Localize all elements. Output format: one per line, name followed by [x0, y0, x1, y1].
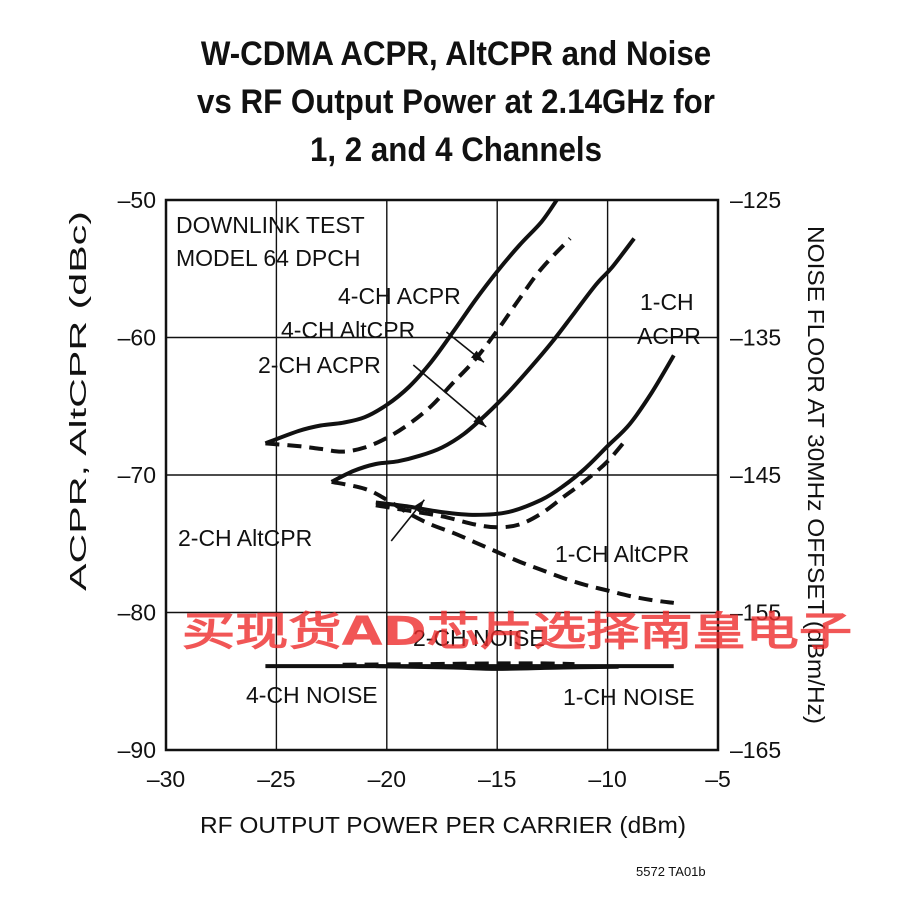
series-2-ch-altcpr — [331, 479, 675, 605]
chart-title-line-3: 1, 2 and 4 Channels — [309, 131, 603, 169]
y-tick-label: –50 — [118, 187, 156, 213]
chart-title: W-CDMA ACPR, AltCPR and Noise vs RF Outp… — [0, 30, 912, 174]
x-tick-label: –10 — [588, 766, 626, 792]
series-1-ch-noise — [375, 664, 619, 671]
label-1ch-acpr-2: ACPR — [637, 323, 701, 349]
plot-frame — [164, 198, 720, 752]
series-1-ch-altcpr — [375, 436, 630, 530]
y2-tick-label: –125 — [730, 187, 781, 213]
annotation-test-model-2: MODEL 64 DPCH — [176, 245, 360, 271]
y2-tick-label: –145 — [730, 462, 781, 488]
label-1ch-acpr-1: 1-CH — [640, 289, 694, 315]
arrow-4ch-altcpr — [445, 331, 485, 363]
chart-title-line-2: vs RF Output Power at 2.14GHz for — [197, 83, 715, 121]
label-2ch-altcpr: 2-CH AltCPR — [178, 525, 312, 551]
figure-id: 5572 TA01b — [636, 864, 706, 879]
y2-axis-label: NOISE FLOOR AT 30MHz OFFSET (dBm/Hz) — [803, 226, 829, 724]
x-tick-label: –25 — [257, 766, 295, 792]
arrow-layer — [390, 331, 487, 542]
series-layer — [264, 198, 676, 671]
series-2-ch-noise — [342, 661, 575, 667]
y-axis-label: ACPR, AltCPR (dBc) — [65, 211, 91, 591]
series-2-ch-acpr — [330, 237, 636, 484]
x-tick-label: –15 — [478, 766, 516, 792]
label-4ch-noise: 4-CH NOISE — [246, 682, 378, 708]
tick-labels: –30 –25 –20 –15 –10 –5 –90 –80 –70 –60 –50 –165 –155… — [118, 187, 782, 792]
y2-tick-label: –165 — [730, 737, 781, 763]
label-1ch-noise: 1-CH NOISE — [563, 684, 695, 710]
label-2ch-acpr: 2-CH ACPR — [258, 352, 381, 378]
label-4ch-acpr: 4-CH ACPR — [338, 283, 461, 309]
arrow-2ch-altcpr — [390, 499, 425, 542]
x-tick-label: –30 — [147, 766, 185, 792]
annotation-test-model-1: DOWNLINK TEST — [176, 212, 365, 238]
arrow-2ch-acpr — [412, 364, 487, 428]
grid — [166, 200, 718, 750]
y2-tick-label: –135 — [730, 325, 781, 351]
y-tick-label: –60 — [118, 325, 156, 351]
y-tick-label: –80 — [118, 600, 156, 626]
x-tick-label: –20 — [368, 766, 406, 792]
y-tick-label: –90 — [118, 737, 156, 763]
chart-title-line-1: W-CDMA ACPR, AltCPR and Noise — [200, 35, 712, 73]
series-4-ch-altcpr — [265, 237, 572, 454]
label-4ch-altcpr: 4-CH AltCPR — [281, 317, 415, 343]
series-4-ch-acpr — [264, 198, 559, 446]
watermark-text: 买现货AD芯片选择南皇电子 — [182, 609, 852, 655]
y2-tick-label: –155 — [730, 600, 781, 626]
x-axis-label: RF OUTPUT POWER PER CARRIER (dBm) — [200, 812, 686, 838]
x-tick-label: –5 — [705, 766, 731, 792]
label-2ch-noise: 2-CH NOISE — [413, 625, 545, 651]
series-1-ch-acpr — [375, 354, 676, 517]
y-tick-label: –70 — [118, 462, 156, 488]
label-1ch-altcpr: 1-CH AltCPR — [555, 541, 689, 567]
